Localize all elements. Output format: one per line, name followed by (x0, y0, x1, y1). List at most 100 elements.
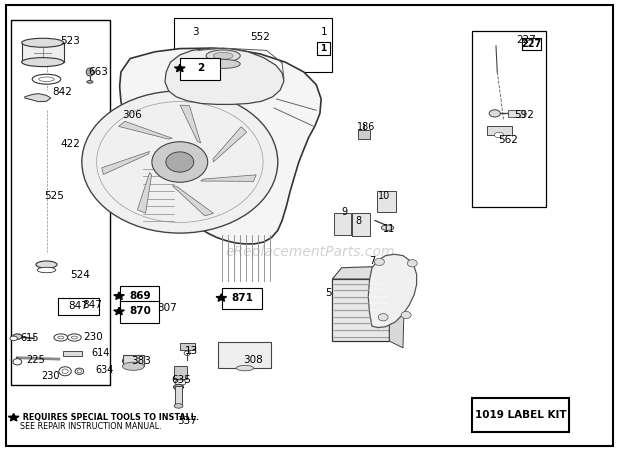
Polygon shape (165, 48, 284, 104)
Polygon shape (389, 274, 405, 348)
Circle shape (82, 91, 278, 233)
FancyBboxPatch shape (120, 301, 159, 323)
Text: SEE REPAIR INSTRUCTION MANUAL.: SEE REPAIR INSTRUCTION MANUAL. (20, 422, 162, 431)
Text: REQUIRES SPECIAL TOOLS TO INSTALL.: REQUIRES SPECIAL TOOLS TO INSTALL. (20, 413, 200, 422)
Text: 525: 525 (45, 191, 64, 201)
Ellipse shape (75, 368, 84, 374)
Ellipse shape (123, 362, 144, 370)
Polygon shape (201, 175, 256, 181)
Bar (317, 42, 330, 55)
Ellipse shape (22, 38, 64, 47)
Text: 9: 9 (341, 207, 347, 217)
Ellipse shape (58, 336, 64, 339)
Bar (63, 351, 82, 356)
Ellipse shape (68, 334, 81, 341)
Text: 552: 552 (250, 32, 270, 42)
Circle shape (166, 152, 193, 172)
Text: 230: 230 (42, 371, 60, 381)
Circle shape (374, 258, 384, 265)
Polygon shape (138, 172, 152, 213)
Text: 847: 847 (82, 300, 102, 310)
Bar (334, 213, 351, 235)
Bar (22, 43, 64, 62)
Text: eReplacementParts.com: eReplacementParts.com (225, 245, 395, 259)
Ellipse shape (184, 351, 190, 356)
Text: 2: 2 (197, 63, 205, 73)
Bar (472, 398, 569, 432)
Ellipse shape (36, 261, 57, 268)
Ellipse shape (489, 110, 500, 117)
Text: 524: 524 (71, 270, 91, 280)
Text: 1: 1 (321, 27, 327, 37)
Ellipse shape (206, 59, 241, 68)
Text: 186: 186 (356, 122, 375, 132)
Text: 1019 LABEL KIT: 1019 LABEL KIT (475, 410, 566, 420)
Bar (358, 130, 370, 139)
Text: 307: 307 (157, 303, 177, 313)
Polygon shape (113, 307, 125, 315)
Text: 869: 869 (130, 291, 151, 301)
Ellipse shape (32, 74, 61, 84)
Text: 842: 842 (52, 87, 72, 97)
Bar (472, 32, 546, 207)
Text: 225: 225 (27, 355, 45, 365)
FancyBboxPatch shape (120, 286, 159, 307)
Ellipse shape (62, 369, 68, 374)
Ellipse shape (174, 384, 184, 390)
Ellipse shape (87, 81, 93, 83)
Text: 308: 308 (243, 355, 263, 365)
Text: 337: 337 (177, 416, 197, 426)
Polygon shape (8, 414, 19, 421)
Polygon shape (174, 64, 185, 72)
Text: 615: 615 (20, 333, 39, 343)
Ellipse shape (123, 356, 144, 366)
Bar (352, 213, 370, 236)
Polygon shape (120, 48, 321, 244)
Text: 870: 870 (129, 306, 151, 316)
Bar (218, 342, 271, 368)
Text: 635: 635 (171, 375, 191, 385)
Polygon shape (118, 122, 172, 139)
Ellipse shape (12, 334, 22, 339)
Ellipse shape (54, 334, 68, 341)
FancyBboxPatch shape (58, 298, 99, 315)
Ellipse shape (38, 77, 55, 81)
Ellipse shape (59, 367, 71, 376)
Bar (175, 386, 182, 405)
Circle shape (378, 314, 388, 321)
Text: 11: 11 (383, 225, 396, 234)
Polygon shape (216, 294, 227, 301)
Bar (180, 343, 195, 350)
Text: 227: 227 (516, 35, 536, 45)
Ellipse shape (236, 365, 254, 371)
Ellipse shape (213, 53, 233, 59)
Text: 614: 614 (92, 348, 110, 358)
Polygon shape (25, 94, 51, 102)
Text: 663: 663 (88, 67, 108, 77)
Bar (508, 110, 524, 117)
FancyBboxPatch shape (180, 58, 220, 80)
Ellipse shape (37, 267, 56, 273)
Polygon shape (213, 127, 247, 162)
Bar (522, 38, 541, 50)
Ellipse shape (13, 359, 22, 365)
Ellipse shape (77, 370, 82, 373)
Text: 13: 13 (184, 346, 198, 356)
Text: 7: 7 (369, 256, 375, 266)
Ellipse shape (174, 404, 183, 408)
Polygon shape (102, 152, 149, 175)
Ellipse shape (10, 336, 17, 341)
Text: 871: 871 (231, 293, 254, 303)
Text: 10: 10 (378, 191, 391, 201)
Bar (487, 126, 512, 135)
Polygon shape (180, 105, 201, 143)
Text: 562: 562 (498, 135, 518, 145)
Text: 5: 5 (326, 288, 332, 298)
Text: 8: 8 (355, 216, 361, 226)
Text: 422: 422 (60, 139, 80, 149)
Circle shape (401, 311, 411, 319)
Polygon shape (368, 254, 417, 328)
Text: 592: 592 (514, 110, 534, 120)
Polygon shape (332, 266, 389, 279)
Text: 3: 3 (192, 27, 198, 37)
